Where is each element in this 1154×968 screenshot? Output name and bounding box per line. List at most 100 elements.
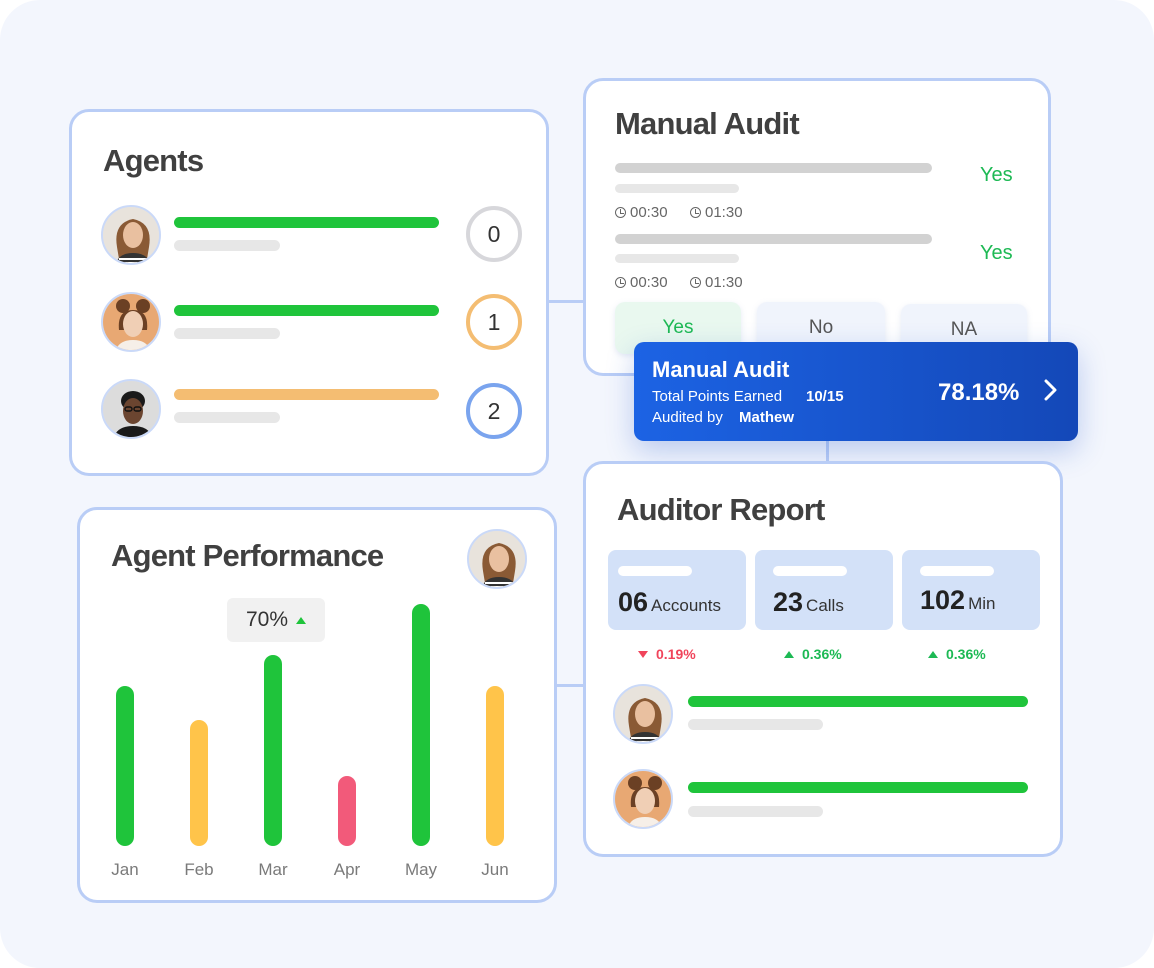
chart-bar-jan[interactable] [116,686,134,846]
trend-down-icon [638,650,648,658]
chart-month-label: Apr [333,860,361,879]
report-subbar-1 [688,719,823,730]
stat-calls-value-group: 23 Calls [773,587,844,618]
person-woman-icon [103,294,159,350]
audit-question-bar-2 [615,234,932,244]
report-avatar-1[interactable] [613,684,673,744]
agent-subbar-3 [174,412,280,423]
banner-audited-label: Audited by [652,409,723,426]
stat-calls: 23 Calls [755,550,893,630]
clock-icon [690,277,701,288]
performance-tooltip: 70% [227,598,325,642]
audit-time-end-2: 01:30 [690,274,743,291]
trend-up-icon [928,650,938,658]
audit-answer-2: Yes [980,242,1013,264]
report-bar-1 [688,696,1028,707]
stat-minutes-value-group: 102 Min [920,585,995,616]
agent-rank-badge-1: 0 [466,206,522,262]
chart-bar-mar[interactable] [264,654,282,846]
stat-accounts-value-group: 06 Accounts [618,587,721,618]
audit-time-end-2-text: 01:30 [705,274,743,291]
agent-rank-badge-3: 2 [466,383,522,439]
agents-card: Agents 0 1 [69,109,549,476]
stat-calls-value: 23 [773,587,804,617]
stat-accounts-value: 06 [618,587,649,617]
trend-up-icon [296,616,307,624]
stat-minutes-value: 102 [920,585,966,615]
chart-bar-jun[interactable] [486,686,504,846]
agents-title: Agents [103,143,204,178]
audit-time-start-1-text: 00:30 [630,204,668,221]
manual-audit-summary-banner[interactable]: Manual Audit Total Points Earned 10/15 A… [634,342,1078,441]
stat-accounts: 06 Accounts [608,550,746,630]
stat-accounts-label-bar [618,566,692,576]
chart-bar-may[interactable] [412,604,430,846]
stat-calls-unit: Calls [806,596,844,615]
person-woman-icon [615,686,671,742]
audit-question-bar-1 [615,163,932,173]
chart-bar-feb[interactable] [190,720,208,846]
audit-time-start-2-text: 00:30 [630,274,668,291]
chart-month-label: Mar [258,860,288,879]
audit-answer-1: Yes [980,164,1013,186]
stat-calls-label-bar [773,566,847,576]
banner-points-value: 10/15 [806,388,844,405]
stat-minutes: 102 Min [902,550,1040,630]
stat-minutes-delta-text: 0.36% [946,646,986,662]
clock-icon [690,207,701,218]
chart-month-label: Jun [481,860,509,879]
audit-question-subbar-2 [615,254,739,263]
stat-accounts-unit: Accounts [651,596,721,615]
agent-avatar-2[interactable] [101,292,161,352]
stat-calls-delta-text: 0.36% [802,646,842,662]
audit-time-end-1: 01:30 [690,204,743,221]
stat-accounts-delta: 0.19% [638,646,696,662]
report-bar-2 [688,782,1028,793]
connector-performance-report [555,684,585,687]
agent-avatar-3[interactable] [101,379,161,439]
agent-bar-2 [174,305,439,316]
person-woman-icon [103,207,159,263]
agent-performance-card: Agent Performance 70% [77,507,557,903]
banner-title: Manual Audit [652,357,790,382]
performance-tooltip-value: 70% [245,608,289,631]
banner-auditor-name: Mathew [739,409,795,426]
stat-minutes-unit: Min [968,594,996,613]
stat-calls-delta: 0.36% [784,646,842,662]
trend-up-icon [784,650,794,658]
stat-minutes-label-bar [920,566,994,576]
chart-month-label: Jan [111,860,139,879]
connector-banner-report [826,441,829,463]
report-avatar-2[interactable] [613,769,673,829]
report-subbar-2 [688,806,823,817]
banner-points-label: Total Points Earned [652,388,783,405]
agent-rank-badge-2: 1 [466,294,522,350]
stat-minutes-delta: 0.36% [928,646,986,662]
chart-month-label: Feb [184,860,214,879]
agent-subbar-1 [174,240,280,251]
agent-bar-1 [174,217,439,228]
person-woman-icon [469,531,525,587]
audit-question-subbar-1 [615,184,739,193]
chart-month-label: May [404,860,438,879]
audit-time-end-1-text: 01:30 [705,204,743,221]
person-woman-icon [103,381,159,437]
manual-audit-title: Manual Audit [615,106,800,141]
agent-bar-3 [174,389,439,400]
clock-icon [615,277,626,288]
performance-avatar[interactable] [467,529,527,589]
audit-time-start-2: 00:30 [615,274,668,291]
agent-avatar-1[interactable] [101,205,161,265]
stat-accounts-delta-text: 0.19% [656,646,696,662]
agent-subbar-2 [174,328,280,339]
clock-icon [615,207,626,218]
manual-audit-card: Manual Audit 00:30 01:30 Yes 00:30 01:30… [583,78,1051,376]
chevron-right-icon[interactable] [1043,378,1059,402]
auditor-report-title: Auditor Report [617,492,825,527]
connector-agents-audit [547,300,585,303]
agent-performance-title: Agent Performance [111,538,384,573]
chart-bar-apr[interactable] [338,775,356,846]
audit-time-start-1: 00:30 [615,204,668,221]
banner-score: 78.18% [938,379,1020,406]
person-woman-icon [615,771,671,827]
